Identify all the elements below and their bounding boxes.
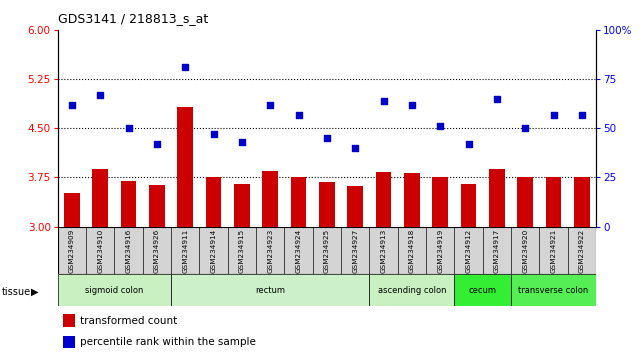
- Text: GSM234920: GSM234920: [522, 228, 528, 273]
- Bar: [540, 227, 568, 274]
- Point: [237, 139, 247, 145]
- Text: transverse colon: transverse colon: [519, 286, 588, 295]
- Text: GSM234918: GSM234918: [409, 228, 415, 273]
- Text: GSM234916: GSM234916: [126, 228, 131, 273]
- Point: [294, 112, 304, 118]
- Bar: [433, 177, 448, 227]
- Bar: [574, 177, 590, 227]
- Text: cecum: cecum: [469, 286, 497, 295]
- Bar: [199, 227, 228, 274]
- Bar: [347, 186, 363, 227]
- Text: GSM234921: GSM234921: [551, 228, 556, 273]
- Point: [463, 141, 474, 147]
- Bar: [58, 227, 86, 274]
- Bar: [369, 227, 398, 274]
- Point: [350, 145, 360, 151]
- Point: [322, 135, 332, 141]
- Bar: [461, 184, 476, 227]
- Bar: [149, 185, 165, 227]
- Text: GSM234914: GSM234914: [210, 228, 217, 273]
- Point: [577, 112, 587, 118]
- Bar: [64, 193, 79, 227]
- Text: sigmoid colon: sigmoid colon: [85, 286, 144, 295]
- Text: rectum: rectum: [255, 286, 285, 295]
- Point: [124, 125, 134, 131]
- Bar: [121, 181, 137, 227]
- Bar: [63, 336, 75, 348]
- Point: [492, 96, 502, 102]
- Text: GSM234913: GSM234913: [381, 228, 387, 273]
- Bar: [86, 227, 114, 274]
- Text: GSM234917: GSM234917: [494, 228, 500, 273]
- Bar: [319, 182, 335, 227]
- Bar: [143, 227, 171, 274]
- Bar: [369, 274, 454, 306]
- Text: tissue: tissue: [1, 287, 30, 297]
- Point: [435, 124, 445, 129]
- Bar: [171, 227, 199, 274]
- Point: [180, 64, 190, 70]
- Point: [265, 102, 276, 108]
- Text: transformed count: transformed count: [80, 316, 178, 326]
- Bar: [398, 227, 426, 274]
- Point: [95, 92, 105, 98]
- Bar: [454, 227, 483, 274]
- Text: GSM234923: GSM234923: [267, 228, 273, 273]
- Text: GDS3141 / 218813_s_at: GDS3141 / 218813_s_at: [58, 12, 208, 25]
- Bar: [63, 314, 75, 327]
- Bar: [313, 227, 341, 274]
- Bar: [404, 173, 420, 227]
- Bar: [206, 177, 221, 227]
- Bar: [546, 177, 562, 227]
- Bar: [234, 184, 250, 227]
- Text: GSM234911: GSM234911: [182, 228, 188, 273]
- Bar: [568, 227, 596, 274]
- Text: GSM234927: GSM234927: [353, 228, 358, 273]
- Bar: [114, 227, 143, 274]
- Bar: [285, 227, 313, 274]
- Text: GSM234925: GSM234925: [324, 228, 330, 273]
- Bar: [92, 169, 108, 227]
- Bar: [291, 177, 306, 227]
- Text: GSM234910: GSM234910: [97, 228, 103, 273]
- Bar: [376, 172, 392, 227]
- Text: GSM234915: GSM234915: [239, 228, 245, 273]
- Bar: [489, 169, 504, 227]
- Point: [208, 131, 219, 137]
- Text: ▶: ▶: [31, 287, 38, 297]
- Text: GSM234919: GSM234919: [437, 228, 444, 273]
- Bar: [454, 274, 511, 306]
- Point: [407, 102, 417, 108]
- Bar: [178, 107, 193, 227]
- Text: GSM234912: GSM234912: [465, 228, 472, 273]
- Point: [67, 102, 77, 108]
- Bar: [511, 227, 540, 274]
- Bar: [517, 177, 533, 227]
- Text: percentile rank within the sample: percentile rank within the sample: [80, 337, 256, 347]
- Bar: [483, 227, 511, 274]
- Bar: [171, 274, 369, 306]
- Point: [378, 98, 388, 104]
- Point: [520, 125, 530, 131]
- Bar: [256, 227, 285, 274]
- Bar: [58, 274, 171, 306]
- Text: ascending colon: ascending colon: [378, 286, 446, 295]
- Text: GSM234922: GSM234922: [579, 228, 585, 273]
- Text: GSM234909: GSM234909: [69, 228, 75, 273]
- Text: GSM234926: GSM234926: [154, 228, 160, 273]
- Text: GSM234924: GSM234924: [296, 228, 301, 273]
- Bar: [262, 171, 278, 227]
- Bar: [511, 274, 596, 306]
- Point: [152, 141, 162, 147]
- Bar: [228, 227, 256, 274]
- Point: [549, 112, 559, 118]
- Bar: [341, 227, 369, 274]
- Bar: [426, 227, 454, 274]
